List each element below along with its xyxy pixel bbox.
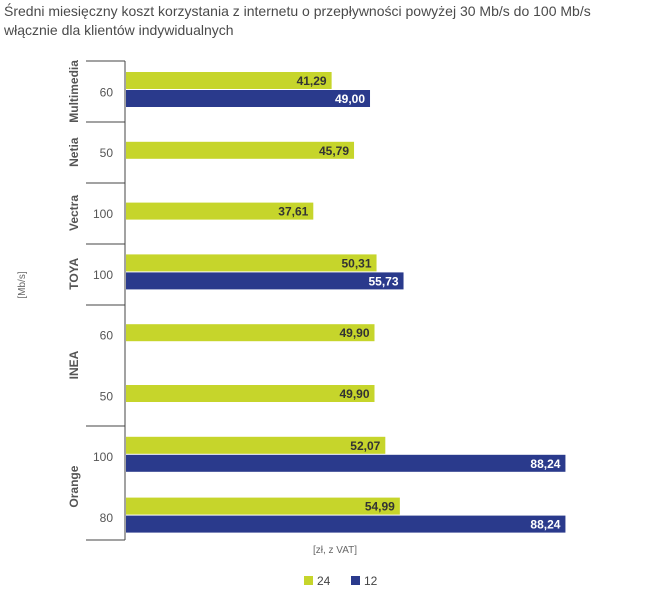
- bar-24-value-label: 41,29: [297, 74, 327, 88]
- bar-24-value-label: 37,61: [278, 205, 308, 219]
- bar-24: [126, 385, 375, 402]
- speed-tick-label: 100: [93, 207, 113, 221]
- bar-24-value-label: 50,31: [342, 256, 372, 270]
- bar-12: [126, 515, 566, 533]
- bar-12-value-label: 88,24: [530, 518, 560, 532]
- bar-12: [126, 454, 566, 472]
- bar-24-value-label: 54,99: [365, 500, 395, 514]
- bar-24-value-label: 52,07: [350, 439, 380, 453]
- bar-24-value-label: 49,90: [339, 387, 369, 401]
- provider-label: INEA: [67, 350, 81, 379]
- bar-24: [126, 141, 355, 159]
- legend-swatch-24: [304, 576, 313, 585]
- speed-tick-label: 100: [93, 268, 113, 282]
- legend-label-12: 12: [364, 574, 378, 588]
- bar-24-value-label: 45,79: [319, 144, 349, 158]
- speed-tick-label: 50: [100, 146, 114, 160]
- provider-label: Orange: [67, 465, 81, 507]
- speed-tick-label: 100: [93, 450, 113, 464]
- bar-24: [126, 72, 332, 89]
- provider-label: Netia: [67, 137, 81, 167]
- legend-swatch-12: [351, 576, 360, 585]
- bar-24: [126, 436, 386, 454]
- provider-label: Vectra: [67, 195, 81, 231]
- bar-12: [126, 90, 371, 107]
- bar-12-value-label: 55,73: [369, 274, 399, 288]
- bar-12-value-label: 88,24: [530, 457, 560, 471]
- legend-label-24: 24: [317, 574, 331, 588]
- bar-24: [126, 254, 377, 272]
- bar-12: [126, 272, 404, 290]
- speed-tick-label: 60: [100, 329, 114, 343]
- speed-tick-label: 80: [100, 511, 114, 525]
- speed-tick-label: 50: [100, 389, 114, 403]
- bar-24: [126, 497, 400, 515]
- y-axis-title: [Mb/s]: [17, 271, 28, 298]
- provider-label: TOYA: [67, 257, 81, 289]
- bar-12-value-label: 49,00: [335, 92, 365, 106]
- bar-24: [126, 202, 314, 220]
- x-axis-title: [zł, z VAT]: [313, 545, 357, 556]
- bar-24-value-label: 49,90: [339, 326, 369, 340]
- provider-label: Multimedia: [67, 60, 81, 123]
- bar-24: [126, 324, 375, 342]
- chart-title: Średni miesięczny koszt korzystania z in…: [4, 3, 591, 38]
- speed-tick-label: 60: [100, 85, 114, 99]
